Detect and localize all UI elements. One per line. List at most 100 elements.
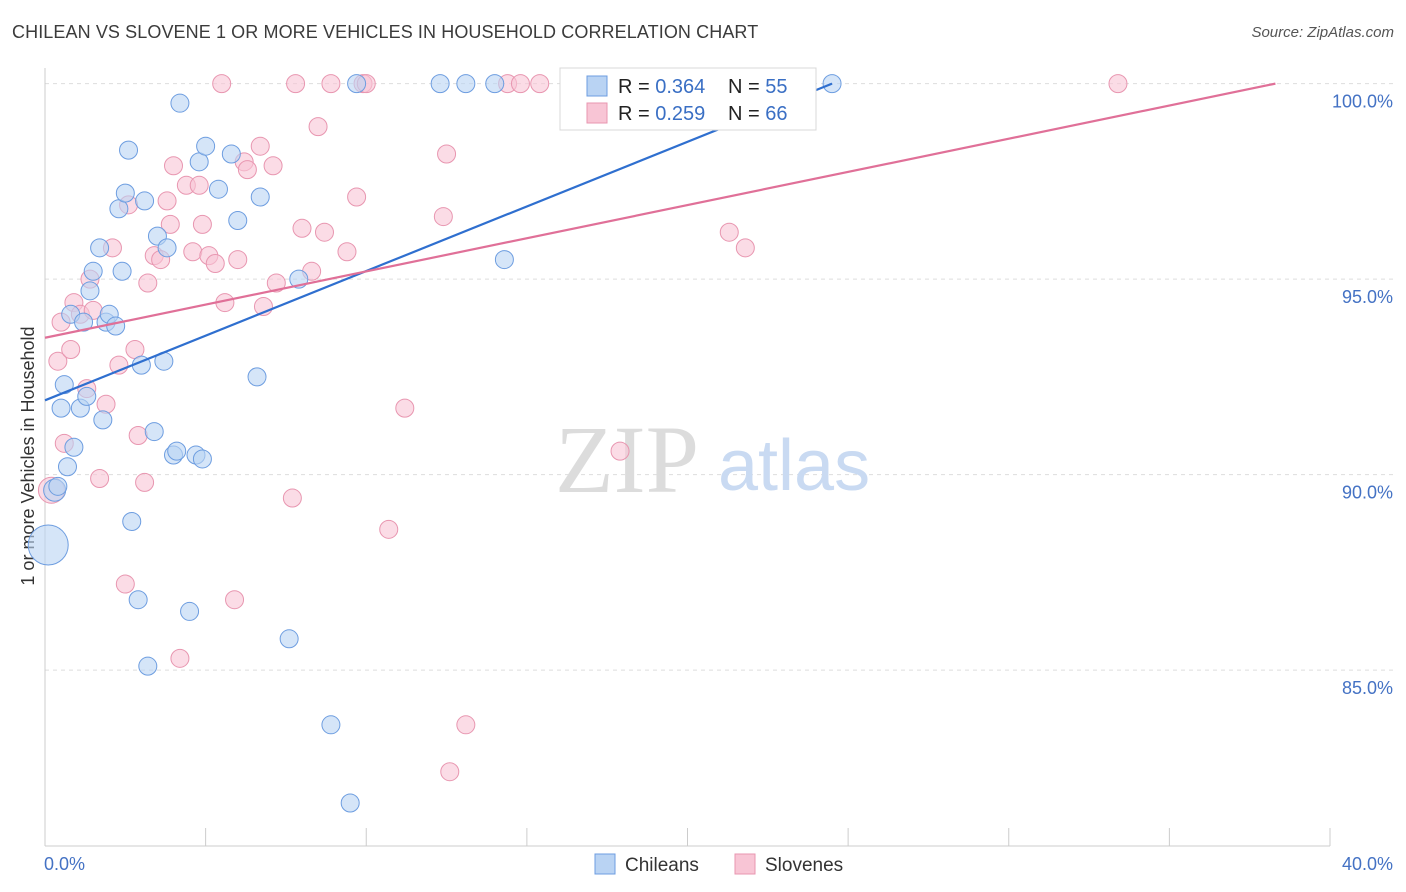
slovenes-point-55 (433, 207, 453, 227)
chileans-trend-line (44, 82, 833, 402)
slovenes-point-4 (61, 339, 81, 359)
chileans-point-21 (119, 140, 139, 160)
slovenes-point-62 (610, 441, 630, 461)
slovenes-trend-line (44, 82, 1276, 339)
slovenes-point-43 (286, 74, 306, 94)
svg-text:N = 66: N = 66 (728, 103, 788, 125)
chileans-point-5 (57, 457, 77, 477)
chileans-point-30 (157, 238, 177, 258)
legend-r-label-2: R = (618, 103, 655, 125)
slovenes-point-49 (337, 242, 357, 262)
slovenes-point-61 (530, 74, 550, 94)
legend-stats: R = 0.364 N = 55 R = 0.259 N = 66 (559, 67, 817, 131)
slovenes-point-11 (96, 394, 116, 414)
chileans-point-7 (64, 437, 84, 457)
chileans-point-42 (250, 187, 270, 207)
chileans-point-37 (192, 449, 212, 469)
slovenes-point-37 (237, 160, 257, 180)
chileans-point-41 (228, 210, 248, 230)
slovenes-point-31 (205, 253, 225, 273)
svg-text:N = 55: N = 55 (728, 76, 788, 98)
legend-n-value-1: 55 (765, 76, 787, 98)
chileans-point-39 (208, 179, 228, 199)
chileans-point-25 (135, 191, 155, 211)
slovenes-point-14 (115, 574, 135, 594)
slovenes-point-34 (225, 590, 245, 610)
slovenes-point-54 (395, 398, 415, 418)
chileans-point-17 (106, 316, 126, 336)
chileans-point-3 (51, 398, 71, 418)
chileans-point-44 (279, 629, 299, 649)
watermark-atlas: atlas (718, 426, 870, 506)
chileans-point-12 (83, 261, 103, 281)
slovenes-point-18 (135, 472, 155, 492)
slovenes-point-63 (719, 222, 739, 242)
legend-slovenes-label: Slovenes (765, 855, 843, 876)
slovenes-point-50 (347, 187, 367, 207)
x-ticks (44, 828, 1331, 846)
chileans-point-38 (196, 136, 216, 156)
slovenes-point-65 (1108, 74, 1128, 94)
slovenes-point-58 (440, 762, 460, 782)
slovenes-point-53 (379, 519, 399, 539)
chileans-point-19 (112, 261, 132, 281)
slovenes-point-24 (164, 156, 183, 176)
chileans-point-49 (430, 74, 450, 94)
y-tick-label-3: 85.0% (1342, 678, 1393, 698)
y-tick-labels: 100.0% 95.0% 90.0% 85.0% (1332, 92, 1393, 698)
chileans-point-22 (122, 512, 142, 532)
slovenes-point-27 (183, 242, 203, 262)
chileans-point-48 (347, 74, 367, 94)
chileans-point-34 (180, 601, 200, 621)
chileans-point-50 (456, 74, 476, 94)
legend-swatch-pink (586, 102, 608, 124)
slovenes-point-28 (189, 175, 209, 195)
x-tick-label-right: 40.0% (1342, 854, 1393, 874)
slovenes-point-29 (192, 214, 212, 234)
chileans-points (27, 74, 842, 813)
legend-r-label-1: R = (618, 76, 655, 98)
legend-n-label-1: N = (728, 76, 765, 98)
chileans-point-14 (93, 410, 113, 430)
slovenes-point-64 (735, 238, 755, 258)
slovenes-point-47 (314, 222, 334, 242)
chileans-point-20 (115, 183, 135, 203)
slovenes-point-40 (263, 156, 283, 176)
chileans-point-43 (247, 367, 267, 387)
legend-series: Chileans Slovenes (594, 853, 843, 876)
slovenes-point-32 (212, 74, 232, 94)
legend-chileans-swatch (594, 853, 616, 875)
source-label: Source: ZipAtlas.com (1251, 24, 1394, 41)
slovenes-point-46 (308, 117, 328, 137)
slovenes-point-42 (282, 488, 302, 508)
y-tick-label-2: 90.0% (1342, 483, 1393, 503)
slovenes-point-1 (48, 351, 68, 371)
legend-n-label-2: N = (728, 103, 765, 125)
slovenes-point-17 (128, 425, 148, 445)
slovenes-point-44 (292, 218, 312, 238)
chileans-point-32 (167, 441, 187, 461)
chileans-point-40 (221, 144, 241, 164)
watermark: ZIP atlas (555, 406, 870, 513)
chileans-point-33 (170, 93, 190, 113)
slovenes-point-35 (228, 250, 248, 270)
chileans-point-52 (494, 250, 514, 270)
y-tick-label-1: 95.0% (1342, 287, 1393, 307)
chileans-point-0 (27, 524, 69, 566)
chileans-point-27 (144, 422, 164, 442)
y-axis-label: 1 or more Vehicles in Household (18, 326, 38, 585)
chileans-point-23 (128, 590, 148, 610)
chileans-point-10 (77, 386, 97, 406)
chileans-point-11 (80, 281, 100, 301)
slovenes-point-22 (157, 191, 177, 211)
x-tick-label-left: 0.0% (44, 854, 85, 874)
legend-slovenes-swatch (734, 853, 756, 875)
legend-chileans-label: Chileans (625, 855, 699, 876)
y-tick-label-0: 100.0% (1332, 92, 1393, 112)
chileans-point-47 (340, 793, 360, 813)
slovenes-point-23 (160, 214, 180, 234)
legend-n-value-2: 66 (765, 103, 787, 125)
chileans-point-26 (138, 656, 158, 676)
svg-text:R = 0.259: R = 0.259 (618, 103, 705, 125)
